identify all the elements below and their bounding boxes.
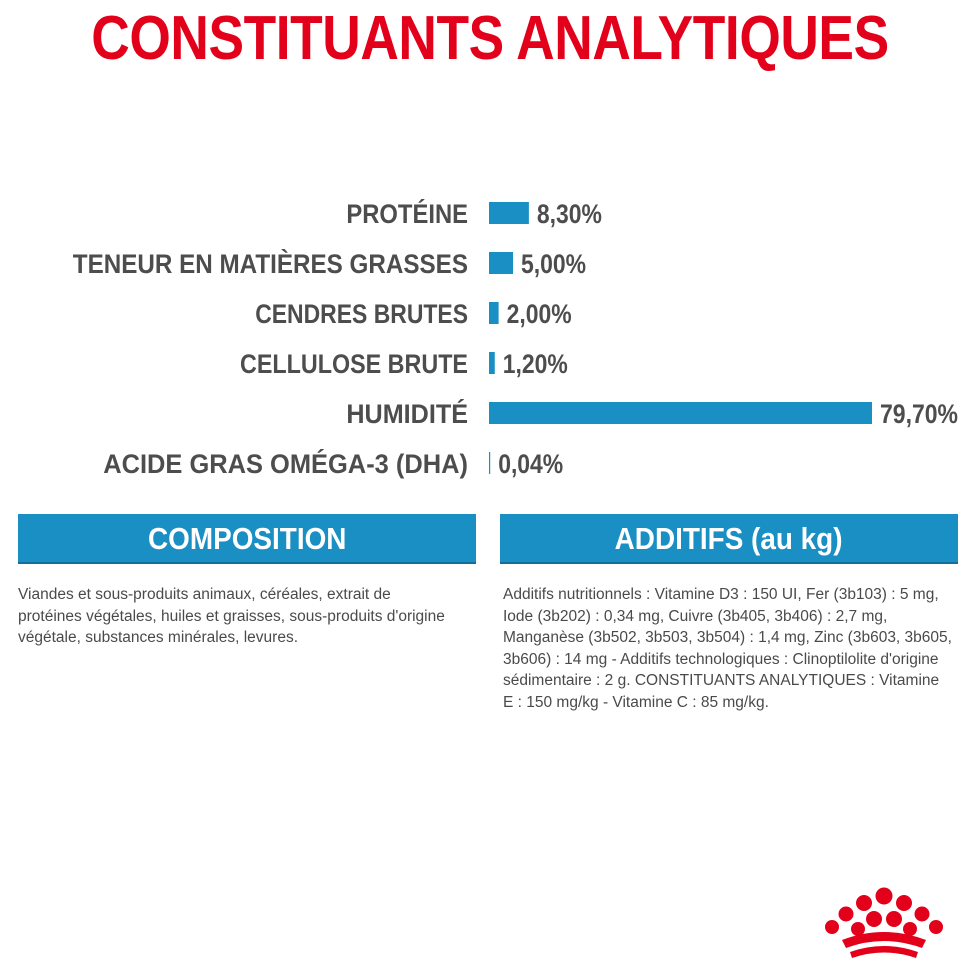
value-label: 1,20% [503, 349, 568, 379]
composition-heading-banner: COMPOSITION [18, 514, 476, 564]
value-label: 2,00% [507, 299, 572, 329]
nutrient-bar-chart: PROTÉINE 8,30% TENEUR EN MATIÈRES GRASSES 5… [73, 198, 958, 479]
additifs-text: Additifs nutritionnels : Vitamine D3 : 1… [503, 586, 952, 711]
value-label: 79,70% [880, 399, 958, 429]
additifs-heading-banner: ADDITIFS (au kg) [500, 514, 958, 564]
page-title: CONSTITUANTS ANALYTIQUES [91, 4, 889, 73]
value-bar [489, 252, 514, 274]
category-label: TENEUR EN MATIÈRES GRASSES [73, 248, 468, 279]
value-bar [489, 302, 499, 324]
royal-crown-logo-icon [825, 887, 943, 958]
category-label: ACIDE GRAS OMÉGA-3 (DHA) [103, 448, 468, 479]
additifs-heading: ADDITIFS (au kg) [615, 521, 843, 556]
value-label: 0,04% [498, 449, 563, 479]
category-label: HUMIDITÉ [346, 398, 468, 429]
category-label: CELLULOSE BRUTE [240, 349, 468, 379]
value-label: 5,00% [521, 249, 586, 279]
value-label: 8,30% [537, 199, 602, 229]
category-label: PROTÉINE [346, 198, 468, 229]
composition-heading: COMPOSITION [147, 521, 347, 556]
value-bar [489, 452, 491, 474]
value-bar [489, 352, 495, 374]
category-label: CENDRES BRUTES [255, 299, 468, 329]
value-bar [489, 202, 529, 224]
composition-text: Viandes et sous-produits animaux, céréal… [18, 586, 445, 646]
value-bar [489, 402, 872, 424]
